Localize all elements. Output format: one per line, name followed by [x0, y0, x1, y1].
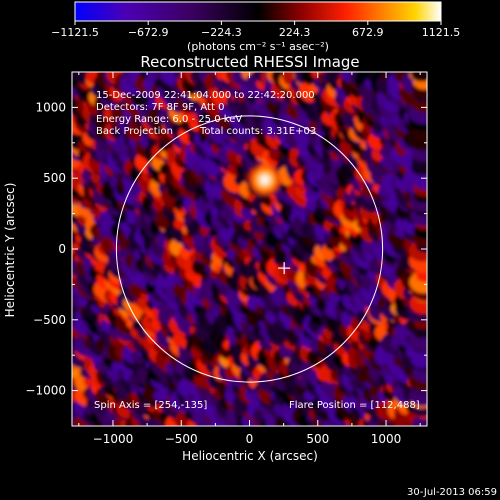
colorbar-tick-label: 1121.5: [422, 26, 461, 39]
colorbar: −1121.5 −672.9 −224.3 224.3 672.9 1121.5 (pho…: [51, 1, 460, 53]
colorbar-tick-label: −224.3: [201, 26, 242, 39]
y-tick-label: 0: [58, 242, 66, 256]
colorbar-tick-label: 672.9: [352, 26, 384, 39]
x-tick-label: −500: [165, 432, 198, 446]
spin-axis-marker: [278, 262, 291, 275]
x-tick-label: 0: [246, 432, 254, 446]
annotation-detectors: Detectors: 7F 8F 9F, Att 0: [96, 102, 224, 113]
annotation-energy-range: Energy Range: 6.0 - 25.0 keV: [96, 114, 242, 125]
colorbar-tick-label: −672.9: [128, 26, 169, 39]
flare-source: [248, 163, 281, 196]
y-tick-label: 500: [43, 171, 66, 185]
annotation-total-counts: Total counts: 3.31E+03: [199, 126, 316, 137]
heatmap-blob: [412, 326, 427, 339]
heatmap-blobs: [72, 72, 427, 426]
y-axis-label: Heliocentric Y (arcsec): [3, 183, 17, 318]
colorbar-units: (photons cm⁻² s⁻¹ asec⁻²): [187, 40, 329, 53]
colorbar-ticks: −1121.5 −672.9 −224.3 224.3 672.9 1121.5: [51, 21, 460, 39]
x-tick-label: 1000: [371, 432, 402, 446]
colorbar-tick-label: 224.3: [279, 26, 311, 39]
annotation-spin-axis: Spin Axis = [254,-135]: [94, 400, 207, 411]
annotation-method: Back Projection: [96, 126, 173, 137]
timestamp: 30-Jul-2013 06:59: [407, 487, 497, 498]
colorbar-gradient: [74, 1, 442, 22]
annotation-flare-position: Flare Position = [112,488]: [289, 400, 420, 411]
x-tick-label: 500: [306, 432, 329, 446]
y-tick-label: 1000: [35, 100, 66, 114]
x-tick-label: −1000: [93, 432, 134, 446]
annotations: 15-Dec-2009 22:41:04.000 to 22:42:20.000…: [94, 90, 420, 411]
chart-title: Reconstructed RHESSI Image: [140, 53, 359, 71]
heatmap-image: [72, 72, 427, 426]
y-tick-label: −500: [33, 313, 66, 327]
colorbar-tick-label: −1121.5: [51, 26, 99, 39]
solar-limb-circle: [115, 115, 384, 383]
annotation-time-range: 15-Dec-2009 22:41:04.000 to 22:42:20.000: [96, 90, 315, 101]
x-axis: −1000 −500 0 500 1000: [78, 72, 421, 446]
y-tick-label: −1000: [25, 384, 66, 398]
y-axis: −1000 −500 0 500 1000: [25, 71, 427, 427]
x-axis-label: Heliocentric X (arcsec): [182, 449, 318, 463]
heatmap-blob: [411, 72, 427, 82]
flare-peak: [259, 174, 270, 185]
